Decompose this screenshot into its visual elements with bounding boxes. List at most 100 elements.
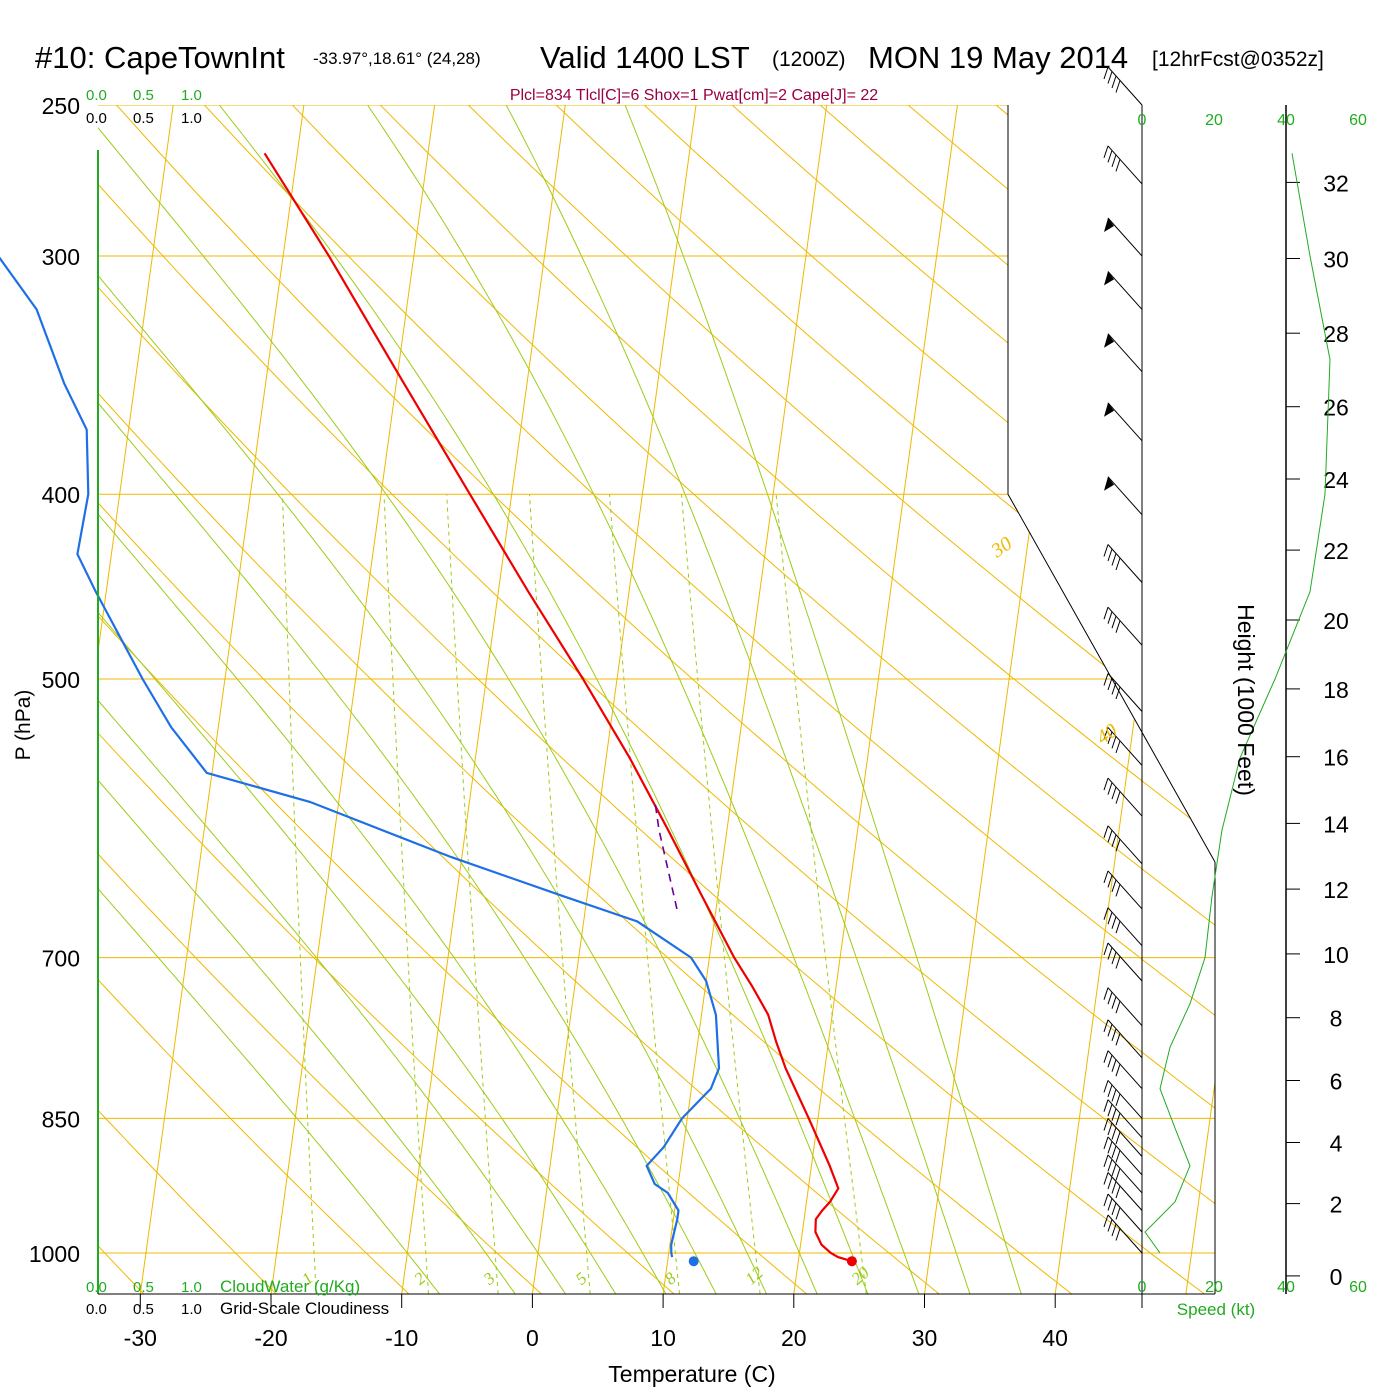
speed-tick-bottom-3: 60 — [1349, 1279, 1367, 1296]
isotherm-line — [531, 105, 697, 1294]
wind-barb-flag — [1107, 912, 1113, 925]
wind-barb-flag — [1107, 731, 1113, 745]
wind-barb-flag — [1115, 791, 1121, 804]
zulu-time: (1200Z) — [772, 48, 846, 71]
height-tick-label: 12 — [1323, 877, 1349, 903]
speed-tick-bottom-0: 0 — [1138, 1279, 1147, 1296]
wind-barb-flag — [1107, 875, 1113, 888]
pressure-label: 1000 — [29, 1241, 80, 1267]
speed-profile-curve — [1144, 153, 1331, 1254]
mixing-ratio-label: 20 — [848, 1263, 874, 1289]
wind-barb-flag — [1107, 1104, 1113, 1117]
isotherm-line — [98, 105, 174, 1294]
wind-barb-flag — [1115, 1001, 1121, 1014]
dry-adiabat — [98, 105, 1205, 1294]
mixing-ratio-label: 2 — [410, 1268, 429, 1288]
wind-barb-flag — [1107, 548, 1113, 562]
wind-barb-flag — [1103, 987, 1109, 1000]
wind-barb-flag — [1107, 677, 1113, 691]
wind-barb-flag — [1107, 150, 1113, 163]
wind-barb-flag — [1107, 1159, 1113, 1172]
x-tick-label: 20 — [781, 1325, 807, 1351]
isotherm-line — [270, 105, 436, 1294]
wind-barb-flag — [1103, 1050, 1109, 1063]
wind-barb — [1107, 673, 1143, 712]
moist-adiabat — [98, 105, 617, 1294]
dry-adiabat — [204, 105, 1215, 1294]
temperature-line — [263, 152, 853, 1263]
speed-tick-top-0: 0 — [1138, 112, 1147, 129]
wind-barb-flag — [1103, 870, 1109, 884]
wind-barb-flag — [1115, 1093, 1121, 1107]
wind-barb — [1107, 1050, 1143, 1090]
wind-barb-flag — [1111, 1127, 1117, 1140]
wind-barb-pennant — [1104, 218, 1114, 232]
wind-barb-flag — [1115, 620, 1121, 633]
wind-barb — [1107, 942, 1143, 982]
wind-barb — [1107, 907, 1143, 947]
wind-barb-flag — [1103, 825, 1109, 838]
dry-adiabat — [555, 105, 1215, 1294]
wind-barb-flag — [1111, 1181, 1117, 1194]
wind-barb-flag — [1103, 145, 1109, 159]
height-tick-label: 0 — [1330, 1264, 1343, 1290]
dry-adiabat — [1348, 105, 1400, 1294]
height-tick-label: 16 — [1323, 745, 1349, 771]
wind-barb-flag — [1111, 75, 1117, 89]
wind-barb-flag — [1111, 786, 1117, 800]
profile-lines — [0, 152, 857, 1267]
dry-adiabat — [98, 105, 807, 1294]
wind-barb-flag — [1103, 544, 1109, 557]
mixing-ratio-label: 5 — [572, 1269, 591, 1289]
height-tick-label: 22 — [1323, 538, 1349, 564]
wind-barb-flag — [1107, 1024, 1113, 1037]
wind-barb-flag — [1111, 951, 1117, 965]
wind-barb-flag — [1107, 1198, 1113, 1211]
wind-barb — [1107, 1136, 1143, 1176]
wind-barb-pennant — [1104, 333, 1114, 348]
surface-dewpoint-dot — [688, 1256, 699, 1267]
dry-adiabat — [379, 105, 1215, 1294]
wind-barb-flag — [1107, 1122, 1113, 1136]
mixing-ratio-line — [383, 494, 429, 1294]
wind-barb — [1107, 825, 1143, 865]
cloudwater-label: CloudWater (g/Kg) — [220, 1277, 360, 1296]
wind-barb-flag — [1107, 1219, 1113, 1232]
wind-barb-flag — [1107, 830, 1113, 843]
height-tick-label: 10 — [1323, 942, 1349, 968]
speed-tick-bottom-2: 40 — [1277, 1279, 1295, 1296]
background-grid — [98, 105, 1400, 1294]
wind-barb-flag — [1115, 1185, 1121, 1199]
mixing-ratio-label: 3 — [479, 1269, 498, 1290]
wind-barb — [1107, 1172, 1143, 1211]
mixing-ratio-line — [446, 494, 499, 1294]
cloudiness-label: Grid-Scale Cloudiness — [220, 1299, 389, 1318]
wind-barb — [1107, 1080, 1143, 1119]
mixing-ratio-line — [529, 494, 591, 1294]
wind-barb-flag — [1115, 1150, 1121, 1163]
wind-barb — [1107, 727, 1143, 766]
x-tick-label: -10 — [385, 1325, 418, 1351]
wind-barb-flag — [1107, 1084, 1113, 1098]
station-title: #10: CapeTownInt — [35, 40, 285, 75]
height-tick-label: 6 — [1330, 1069, 1343, 1095]
wind-barb-flag — [1111, 916, 1117, 929]
speed-tick-bottom-1: 20 — [1205, 1279, 1223, 1296]
cloud-tick-bottom-1: 0.5 — [133, 1279, 154, 1296]
speed-tick-top-3: 60 — [1349, 112, 1367, 129]
height-axis-title: Height (1000 Feet) — [1233, 604, 1259, 796]
speed-tick-top-2: 40 — [1277, 112, 1295, 129]
wind-barb-flag — [1103, 607, 1109, 620]
wind-barb — [1107, 1154, 1143, 1194]
wind-barb-flag — [1111, 996, 1117, 1009]
isotherm-line — [1054, 105, 1215, 1294]
isotherm-line — [924, 105, 1089, 1294]
cloud-tick-top-0: 0.0 — [86, 87, 107, 104]
moist-adiabat — [232, 105, 920, 1294]
stability-indices: Plcl=834 Tlcl[C]=6 Shox=1 Pwat[cm]=2 Cap… — [510, 87, 878, 104]
cloud-tick-bottom-2: 1.0 — [181, 1279, 202, 1296]
pressure-label: 500 — [42, 667, 80, 693]
wind-barb-pennant — [1104, 476, 1114, 491]
